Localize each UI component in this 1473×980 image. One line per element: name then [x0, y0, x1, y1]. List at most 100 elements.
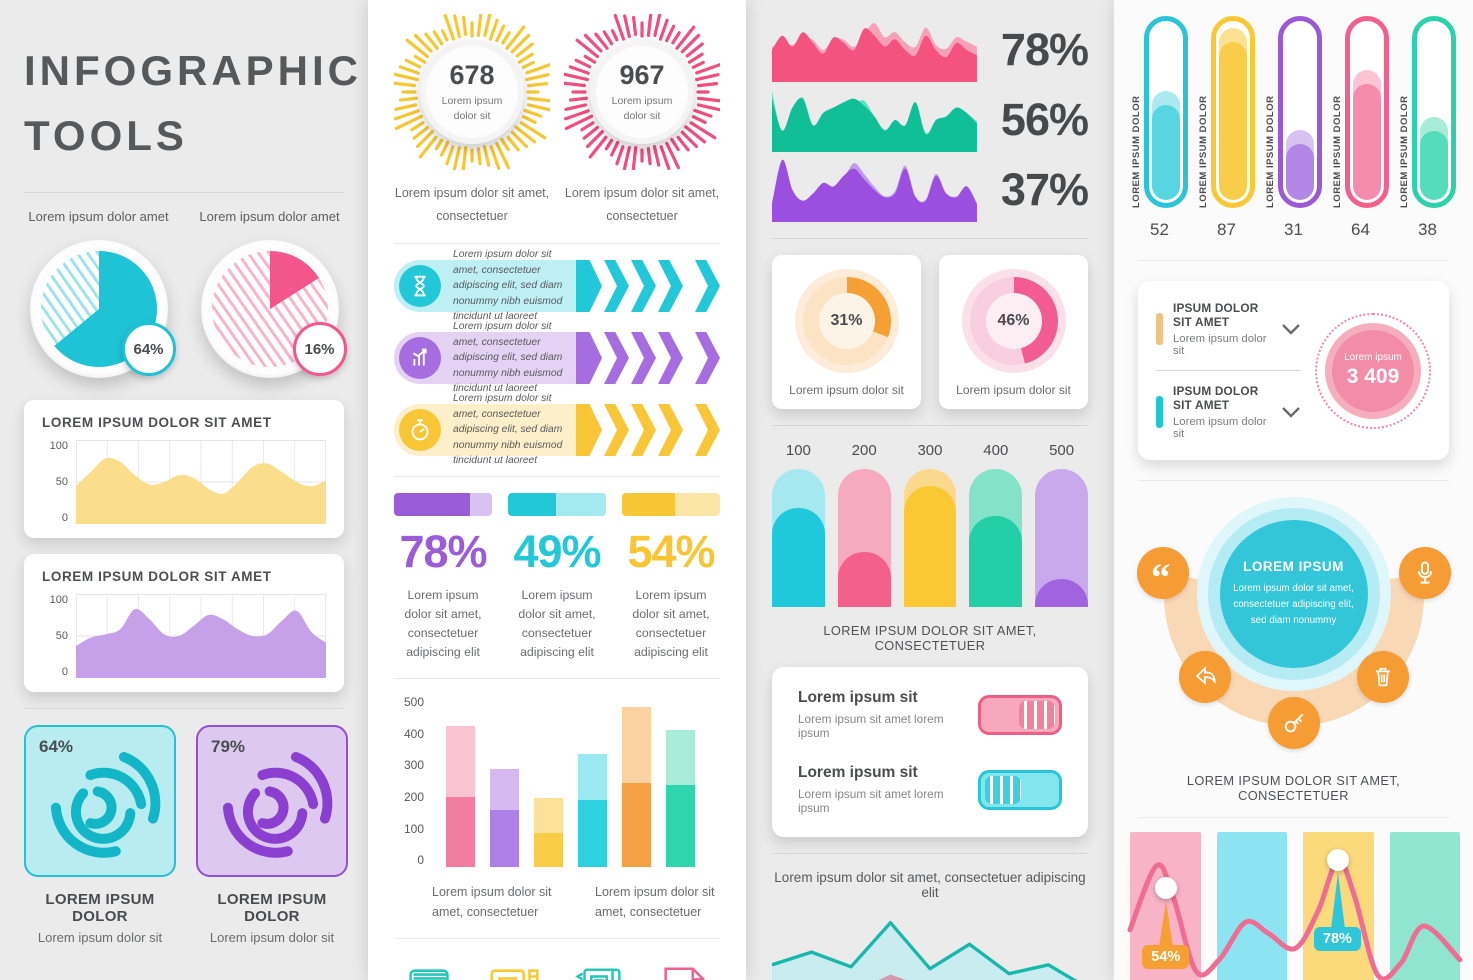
donut-chart: 31%	[794, 269, 899, 373]
progress-value: 54%	[627, 526, 715, 577]
radial-value: 64%	[39, 737, 74, 757]
rounded-column	[903, 469, 957, 607]
arrow-banner: Lorem ipsum dolor sit amet, consectetuer…	[394, 249, 720, 322]
sunburst-stat: 967 Lorem ipsum dolor sit Lorem ipsum do…	[564, 14, 720, 227]
pie-chart-block: Lorem ipsum dolor amet 64%	[24, 209, 176, 379]
donut-caption: Lorem ipsum dolor sit	[789, 383, 904, 397]
legend-color-tick	[1156, 396, 1163, 428]
thermometer-bar	[1144, 16, 1188, 208]
divider	[1138, 480, 1449, 481]
bar-chart-icon	[399, 337, 441, 379]
toggle-handle[interactable]	[985, 775, 1022, 804]
chevron-down-icon[interactable]	[1281, 323, 1301, 335]
progress-block: 49% Lorem ipsum dolor sit amet, consecte…	[508, 493, 606, 662]
progress-block: 78% Lorem ipsum dolor sit amet, consecte…	[394, 493, 492, 662]
quotes-icon: “	[1136, 547, 1189, 599]
progress-block: 54% Lorem ipsum dolor sit amet, consecte…	[622, 493, 720, 662]
divider	[24, 708, 344, 710]
legend-subtitle: Lorem ipsum dolor sit	[1173, 416, 1267, 440]
thermometer-label: LOREM IPSUM DOLOR	[1265, 95, 1276, 208]
stat-circle-label: Lorem ipsum	[1344, 352, 1402, 363]
pie-label: Lorem ipsum dolor amet	[28, 209, 169, 225]
curve-callout: 54%	[1142, 945, 1190, 970]
stacked-bar-chart: 500 400 300 200 100 0	[394, 695, 720, 868]
banner-pill: Lorem ipsum dolor sit amet, consectetuer…	[394, 393, 578, 466]
layered-area-row: 56%	[772, 88, 1089, 152]
pie-chart: 64%	[29, 240, 176, 379]
divider	[394, 678, 720, 680]
key-icon	[1267, 697, 1320, 749]
toggle-subtitle: Lorem ipsum sit amet lorem ipsum	[798, 787, 944, 815]
book-icons-row	[394, 955, 720, 980]
toggle-switch-on[interactable]	[978, 694, 1062, 735]
thermometer-block: LOREM IPSUM DOLOR 38	[1398, 16, 1457, 240]
radial-subtitle: Lorem ipsum dolor sit	[37, 930, 163, 946]
concentric-arcs-graphic	[50, 752, 161, 858]
pie-value-badge: 64%	[121, 322, 176, 377]
divider	[1156, 370, 1301, 371]
thermometer-label: LOREM IPSUM DOLOR	[1198, 95, 1209, 208]
radial-title: LOREM IPSUM DOLOR	[45, 891, 155, 926]
thermometer-label: LOREM IPSUM DOLOR	[1332, 95, 1343, 208]
radial-progress-chart: 79%	[196, 725, 348, 878]
progress-bar	[622, 493, 720, 516]
thermometer-value: 31	[1284, 220, 1303, 239]
arrow-banner: Lorem ipsum dolor sit amet, consectetuer…	[394, 321, 720, 394]
radial-progress-chart: 64%	[24, 725, 176, 878]
rounded-column	[837, 469, 891, 607]
title-line2: TOOLS	[24, 112, 188, 160]
divider	[772, 238, 1088, 239]
chevron-down-icon[interactable]	[1281, 406, 1301, 418]
rounded-columns-chart	[772, 469, 1088, 607]
chart-captions: Lorem ipsum dolor sit amet, consectetuer…	[394, 883, 720, 922]
column-labels: 100 200 300 400 500	[785, 442, 1075, 459]
pie-label: Lorem ipsum dolor amet	[199, 209, 340, 225]
toggle-switch-off[interactable]	[978, 769, 1062, 810]
pie-chart: 16%	[200, 240, 347, 379]
radial-progress-block: 79% LOREM IPSUM DOLOR Lorem ipsum dolor …	[196, 725, 348, 945]
undo-arrow-icon	[1178, 651, 1231, 703]
chart-caption: Lorem ipsum dolor sit amet, consectetuer	[432, 885, 552, 919]
toggle-handle[interactable]	[1019, 700, 1055, 729]
divider	[1138, 260, 1449, 261]
toggle-subtitle: Lorem ipsum sit amet lorem ipsum	[798, 712, 944, 740]
divider	[24, 192, 344, 194]
area-chart	[76, 594, 326, 679]
stacked-bar	[534, 798, 563, 868]
pie-charts-row: Lorem ipsum dolor amet 64% Lorem ipsum d…	[24, 209, 347, 379]
thermometer-label: LOREM IPSUM DOLOR	[1131, 95, 1142, 208]
diagram-center: LOREM IPSUM Lorem ipsum dolor sit amet, …	[1219, 520, 1368, 668]
area-percent: 56%	[1000, 94, 1089, 145]
progress-value: 49%	[513, 526, 601, 577]
curve-callout: 78%	[1313, 927, 1361, 952]
thermometer-label: LOREM IPSUM DOLOR	[1399, 95, 1410, 208]
progress-bar	[394, 493, 492, 516]
stacked-bar	[578, 753, 607, 868]
area-chart-card: LOREM IPSUM DOLOR SIT AMET 100 50 0	[24, 400, 344, 539]
thermometer-value: 64	[1351, 220, 1370, 239]
donut-card: 31% Lorem ipsum dolor sit	[772, 255, 921, 409]
stacked-bar	[622, 707, 651, 868]
banner-text: Lorem ipsum dolor sit amet, consectetuer…	[453, 321, 563, 395]
chart-caption: Lorem ipsum dolor sit amet, consectetuer	[595, 885, 715, 919]
area-percent: 37%	[1000, 164, 1089, 215]
pie-chart-block: Lorem ipsum dolor amet 16%	[195, 209, 347, 379]
thermometer-bar	[1412, 16, 1456, 208]
left-panel: INFOGRAPHIC TOOLS Lorem ipsum dolor amet…	[0, 0, 368, 980]
banner-text: Lorem ipsum dolor sit amet, consectetuer…	[453, 249, 563, 323]
divider	[394, 937, 720, 939]
y-axis-ticks: 500 400 300 200 100 0	[403, 695, 424, 868]
area-chart	[76, 440, 326, 525]
stat-caption: Lorem ipsum dolor sit amet, consectetuer	[564, 186, 720, 223]
radial-subtitle: Lorem ipsum dolor sit	[209, 930, 335, 946]
semicircle-diagram: LOREM IPSUM Lorem ipsum dolor sit amet, …	[1131, 497, 1457, 759]
book-icon	[409, 969, 449, 980]
layered-area-row: 37%	[772, 158, 1089, 222]
y-axis-ticks: 100 50 0	[49, 440, 68, 525]
legend-title: IPSUM DOLOR SIT AMET	[1173, 301, 1259, 329]
rounded-column	[772, 469, 825, 607]
legend-row: IPSUM DOLOR SIT AMET Lorem ipsum dolor s…	[1156, 301, 1301, 357]
legend-color-tick	[1156, 313, 1163, 345]
card-title: LOREM IPSUM DOLOR SIT AMET	[42, 569, 272, 585]
arrow-head	[576, 332, 602, 384]
